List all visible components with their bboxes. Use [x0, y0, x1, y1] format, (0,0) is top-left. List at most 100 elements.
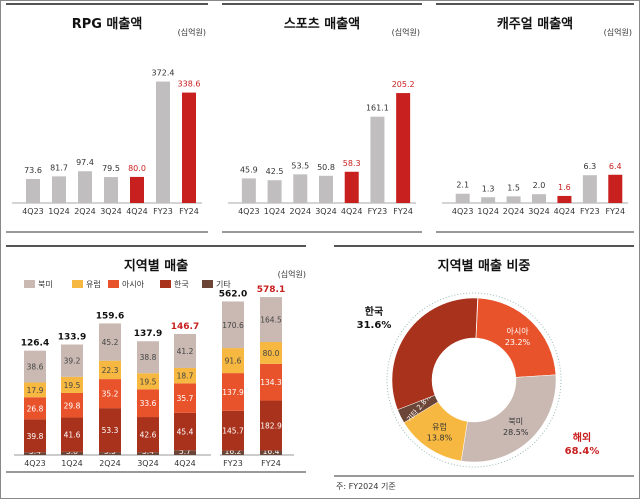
data-label: 50.8 — [317, 163, 335, 172]
legend-swatch-한국 — [160, 280, 171, 288]
data-label: 6.4 — [609, 162, 622, 171]
bar — [182, 92, 196, 203]
bar-segment-아시아 — [137, 389, 159, 418]
slice-name: 유럽 — [432, 423, 447, 432]
data-label: 6.3 — [583, 162, 596, 171]
total-label: 562.0 — [219, 289, 247, 299]
legend-label: 북미 — [38, 280, 53, 289]
unit-label: (십억원) — [277, 270, 306, 279]
unit-label: (십억원) — [177, 28, 206, 37]
legend-label: 한국 — [174, 280, 189, 289]
tick-label: 2Q24 — [99, 459, 121, 468]
bar-segment-기타 — [222, 450, 244, 455]
tick-label: 2Q24 — [289, 207, 311, 216]
bar-segment-아시아 — [222, 373, 244, 411]
divider — [334, 475, 634, 477]
bar-segment-아시아 — [260, 363, 282, 401]
data-label: 58.3 — [343, 159, 361, 168]
chart-title: 지역별 매출 — [123, 259, 189, 274]
segment-label: 45.4 — [177, 428, 194, 437]
data-label: 81.7 — [50, 163, 68, 172]
legend-swatch-북미 — [24, 280, 35, 288]
data-label: 372.4 — [152, 69, 175, 78]
bar — [557, 195, 572, 203]
bar-segment-기타 — [174, 450, 196, 455]
data-label: 79.5 — [102, 164, 120, 173]
divider — [222, 3, 422, 5]
segment-label: 39.2 — [64, 357, 81, 366]
bar — [344, 171, 359, 203]
chart-title: 캐주얼 매출액 — [496, 17, 574, 32]
data-label: 338.6 — [178, 80, 201, 89]
data-label: 1.6 — [558, 183, 571, 192]
tick-label: FY24 — [179, 207, 199, 216]
chart-title: RPG 매출액 — [71, 17, 143, 32]
data-label: 161.1 — [366, 104, 389, 113]
bar — [319, 175, 333, 203]
legend-swatch-기타 — [202, 280, 213, 288]
bar — [156, 81, 170, 203]
bar — [130, 176, 144, 203]
bar — [52, 176, 66, 203]
segment-label: 16.2 — [225, 447, 242, 456]
segment-label: 19.5 — [140, 377, 157, 386]
total-label: 133.9 — [58, 333, 86, 343]
bar-segment-유럽 — [99, 360, 121, 380]
group-name: 해외 — [573, 431, 591, 444]
chart-title: 지역별 매출 비중 — [437, 259, 531, 274]
tick-label: 2Q24 — [503, 207, 525, 216]
bar — [267, 180, 282, 203]
bar — [608, 174, 623, 203]
bar-segment-한국 — [260, 400, 282, 451]
panel-casual-revenue: 캐주얼 매출액 (십억원) 2.1 4Q23 1.3 1Q24 1.5 2Q24 2.0 3Q… — [436, 3, 634, 235]
tick-label: FY24 — [261, 459, 281, 468]
data-label: 53.5 — [291, 161, 309, 170]
bar-segment-기타 — [61, 451, 83, 455]
bar — [241, 178, 256, 203]
bar-segment-기타 — [99, 452, 121, 455]
slice-name: 북미 — [508, 417, 523, 426]
donut-slice-한국 — [391, 297, 478, 411]
slice-value: 31.6% — [357, 320, 392, 331]
segment-label: 16.4 — [263, 447, 280, 456]
slice-name: 한국 — [365, 306, 383, 318]
segment-label: 137.9 — [222, 388, 244, 397]
data-label: 73.6 — [24, 166, 42, 175]
bar-segment-북미 — [24, 350, 46, 383]
data-label: 97.4 — [76, 158, 94, 167]
panel-regional-revenue: 지역별 매출 (십억원) 북미유럽아시아한국기타3.439.826.817.93… — [6, 245, 306, 485]
bar — [396, 93, 411, 203]
segment-label: 45.2 — [102, 338, 119, 347]
tick-label: 3Q24 — [137, 459, 159, 468]
data-label: 205.2 — [392, 80, 415, 89]
bar-segment-기타 — [260, 450, 282, 455]
segment-label: 134.3 — [260, 378, 282, 387]
tick-label: 4Q23 — [24, 459, 46, 468]
tick-label: 4Q24 — [554, 207, 576, 216]
data-label: 42.5 — [266, 167, 284, 176]
segment-label: 35.7 — [177, 394, 194, 403]
segment-label: 33.6 — [140, 399, 157, 408]
segment-label: 164.5 — [260, 316, 282, 325]
legend-label: 유럽 — [86, 280, 101, 289]
tick-label: FY23 — [153, 207, 173, 216]
tick-label: 4Q24 — [174, 459, 196, 468]
panel-sports-revenue: 스포츠 매출액 (십억원) 45.9 4Q23 42.5 1Q24 53.5 2Q24 50… — [222, 3, 422, 235]
footnote: 주: FY2024 기준 — [336, 482, 396, 491]
divider — [6, 3, 208, 5]
bar-segment-한국 — [24, 419, 46, 453]
bar-segment-북미 — [137, 341, 159, 374]
data-label: 1.3 — [482, 184, 495, 193]
divider — [436, 3, 634, 5]
divider — [436, 231, 634, 233]
bar-segment-유럽 — [260, 342, 282, 364]
bar-segment-기타 — [137, 452, 159, 455]
total-label: 126.4 — [21, 339, 49, 349]
total-label: 137.9 — [134, 329, 162, 339]
segment-label: 42.6 — [140, 431, 157, 440]
overseas-arc — [386, 292, 562, 468]
bar-segment-북미 — [222, 301, 244, 349]
bar-segment-한국 — [61, 417, 83, 452]
bar-segment-한국 — [137, 417, 159, 453]
tick-label: 3Q24 — [315, 207, 337, 216]
